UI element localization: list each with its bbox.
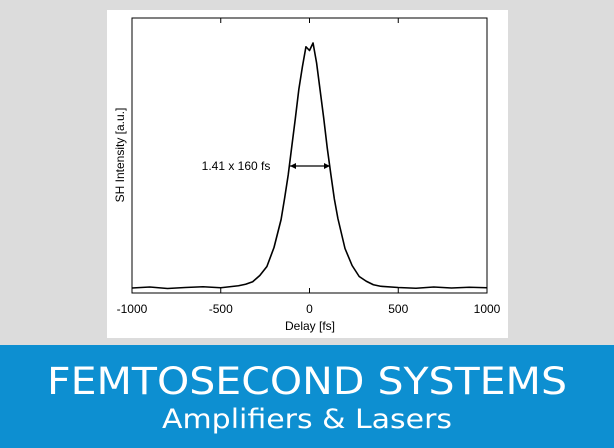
x-tick-label: 1000 bbox=[474, 302, 501, 316]
banner-subtitle: Amplifiers & Lasers bbox=[162, 404, 452, 435]
fwhm-arrow bbox=[290, 163, 330, 169]
x-tick-label: -1000 bbox=[117, 302, 148, 316]
x-axis-label: Delay [fs] bbox=[285, 319, 335, 333]
x-tick-label: 0 bbox=[306, 302, 313, 316]
x-tick-label: 500 bbox=[388, 302, 408, 316]
x-tick-label: -500 bbox=[209, 302, 233, 316]
annotation: 1.41 x 160 fs bbox=[202, 159, 271, 173]
data-line bbox=[131, 42, 488, 290]
banner-title: FEMTOSECOND SYSTEMS bbox=[47, 360, 567, 403]
y-axis-label: SH Intensity [a.u.] bbox=[113, 108, 127, 203]
banner bbox=[0, 345, 614, 448]
chart-panel bbox=[107, 10, 508, 338]
